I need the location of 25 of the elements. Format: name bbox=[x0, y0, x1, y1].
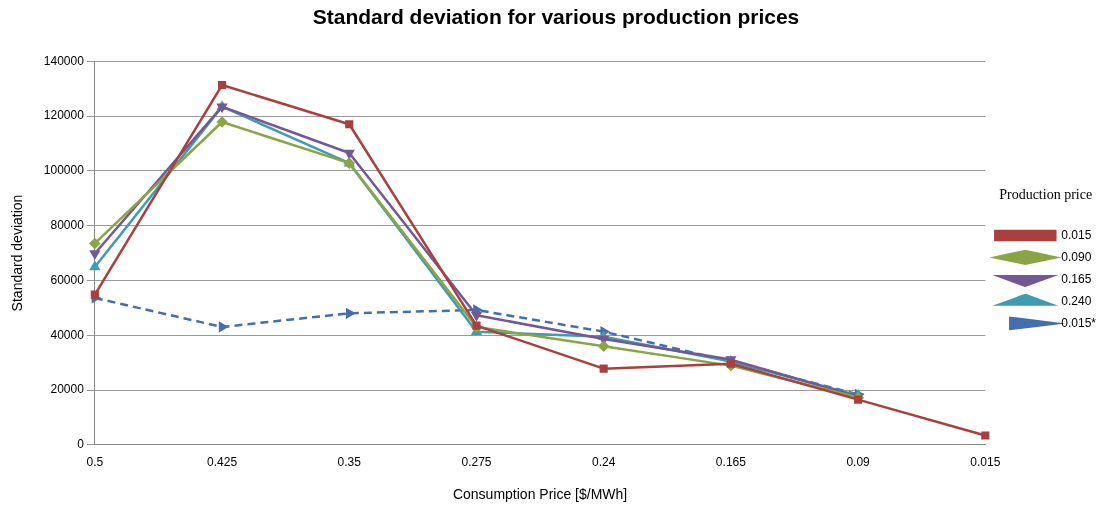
y-tick-label: 60000 bbox=[50, 272, 85, 287]
x-tick-label: 0.09 bbox=[846, 455, 871, 470]
y-tick-label: 40000 bbox=[50, 327, 85, 342]
x-tick-label: 0.275 bbox=[461, 455, 492, 470]
legend-label: 0.165 bbox=[1061, 271, 1092, 286]
x-tick-label: 0.5 bbox=[86, 455, 104, 470]
x-tick-label: 0.165 bbox=[715, 455, 747, 470]
x-tick-label: 0.425 bbox=[207, 455, 238, 470]
y-tick-label: 100000 bbox=[43, 163, 85, 178]
legend-label: 0.090 bbox=[1061, 249, 1092, 264]
legend-label: 0.015* bbox=[1061, 315, 1097, 330]
y-tick-label: 120000 bbox=[43, 108, 85, 123]
y-tick-label: 20000 bbox=[50, 382, 85, 397]
y-tick-label: 80000 bbox=[50, 217, 85, 232]
x-tick-label: 0.015 bbox=[970, 455, 1001, 470]
y-tick-label: 0 bbox=[77, 437, 85, 452]
x-axis-title: Consumption Price [$/MWh] bbox=[452, 486, 628, 503]
legend-title: Production price bbox=[999, 187, 1093, 203]
chart-title: Standard deviation for various production prices bbox=[312, 5, 800, 29]
legend-label: 0.240 bbox=[1061, 293, 1092, 308]
y-tick-label: 140000 bbox=[43, 53, 85, 68]
y-axis-title: Standard deviation bbox=[9, 194, 26, 312]
x-tick-label: 0.35 bbox=[337, 455, 362, 470]
x-tick-label: 0.24 bbox=[592, 455, 616, 470]
legend-label: 0.015 bbox=[1061, 227, 1092, 242]
